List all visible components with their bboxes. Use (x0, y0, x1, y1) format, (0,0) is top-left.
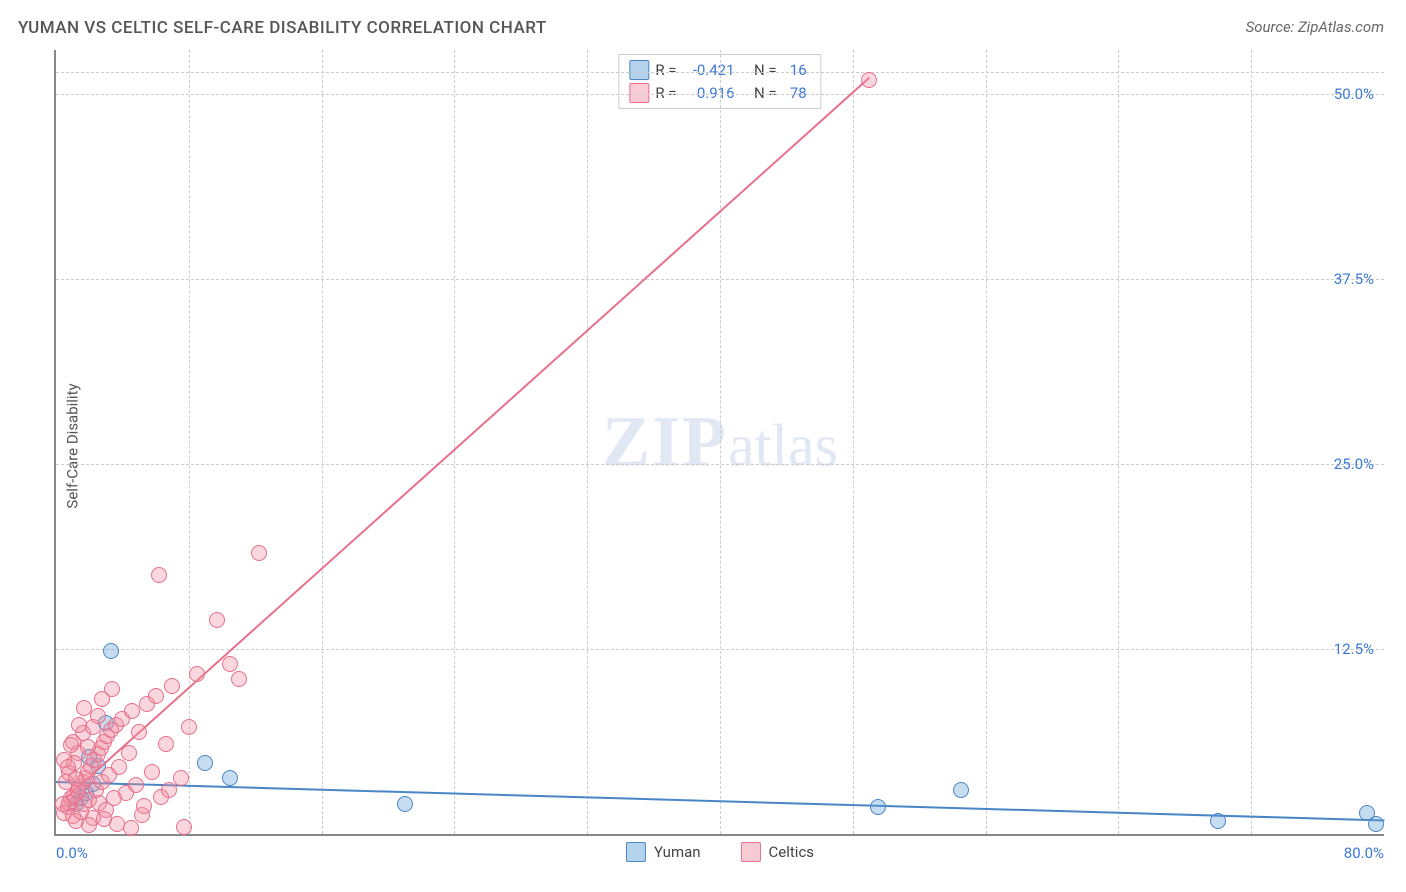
data-point-celtics (251, 545, 267, 561)
data-point-celtics (55, 796, 71, 812)
data-point-celtics (151, 567, 167, 583)
y-tick-label: 50.0% (1334, 85, 1374, 103)
x-tick-min: 0.0% (56, 844, 88, 862)
data-point-celtics (124, 703, 140, 719)
watermark-bold: ZIP (602, 402, 728, 482)
data-point-celtics (104, 681, 120, 697)
data-point-yuman (953, 782, 969, 798)
data-point-yuman (103, 643, 119, 659)
n-value-celtics: 78 (783, 82, 807, 105)
trendline-celtics (65, 77, 870, 799)
data-point-yuman (197, 755, 213, 771)
gridline-v (322, 50, 323, 834)
data-point-yuman (1210, 813, 1226, 829)
series-legend: Yuman Celtics (626, 842, 814, 862)
data-point-celtics (76, 700, 92, 716)
gridline-v (853, 50, 854, 834)
data-point-celtics (144, 764, 160, 780)
data-point-celtics (209, 612, 225, 628)
data-point-yuman (1368, 816, 1384, 832)
legend-label-celtics: Celtics (769, 843, 815, 861)
n-value-yuman: 16 (783, 59, 807, 82)
data-point-celtics (111, 759, 127, 775)
gridline-v (720, 50, 721, 834)
gridline-v (454, 50, 455, 834)
swatch-yuman (629, 60, 649, 80)
r-value-yuman: -0.421 (683, 59, 735, 82)
n-label: N = (754, 82, 777, 105)
r-label: R = (655, 82, 676, 105)
legend-row-yuman: R = -0.421 N = 16 (629, 59, 806, 82)
data-point-celtics (222, 656, 238, 672)
legend-item-yuman: Yuman (626, 842, 701, 862)
data-point-celtics (148, 688, 164, 704)
data-point-celtics (161, 782, 177, 798)
data-point-celtics (176, 819, 192, 835)
data-point-celtics (80, 739, 96, 755)
n-label: N = (754, 59, 777, 82)
data-point-celtics (164, 678, 180, 694)
data-point-celtics (131, 724, 147, 740)
data-point-celtics (136, 798, 152, 814)
data-point-yuman (870, 799, 886, 815)
data-point-yuman (397, 796, 413, 812)
data-point-celtics (128, 777, 144, 793)
source-label: Source: ZipAtlas.com (1246, 18, 1384, 36)
swatch-yuman-bottom (626, 842, 646, 862)
data-point-celtics (121, 745, 137, 761)
data-point-celtics (861, 72, 877, 88)
data-point-celtics (231, 671, 247, 687)
data-point-celtics (81, 817, 97, 833)
r-value-celtics: 0.916 (683, 82, 735, 105)
watermark-light: atlas (728, 413, 838, 479)
y-tick-label: 25.0% (1334, 455, 1374, 473)
data-point-celtics (96, 811, 112, 827)
x-tick-max: 80.0% (1344, 844, 1384, 862)
plot-area: ZIPatlas R = -0.421 N = 16 R = 0.916 N =… (54, 50, 1384, 836)
gridline-v (1251, 50, 1252, 834)
legend-item-celtics: Celtics (741, 842, 815, 862)
chart-container: YUMAN VS CELTIC SELF-CARE DISABILITY COR… (0, 0, 1406, 892)
gridline-v (1118, 50, 1119, 834)
data-point-celtics (60, 759, 76, 775)
gridline-v (587, 50, 588, 834)
data-point-celtics (63, 737, 79, 753)
swatch-celtics-bottom (741, 842, 761, 862)
data-point-celtics (181, 719, 197, 735)
legend-row-celtics: R = 0.916 N = 78 (629, 82, 806, 105)
gridline-v (189, 50, 190, 834)
data-point-celtics (189, 666, 205, 682)
legend-label-yuman: Yuman (654, 843, 701, 861)
data-point-celtics (71, 717, 87, 733)
gridline-v (986, 50, 987, 834)
y-tick-label: 12.5% (1334, 640, 1374, 658)
data-point-celtics (158, 736, 174, 752)
data-point-yuman (222, 770, 238, 786)
y-tick-label: 37.5% (1334, 270, 1374, 288)
swatch-celtics (629, 83, 649, 103)
chart-title: YUMAN VS CELTIC SELF-CARE DISABILITY COR… (18, 18, 547, 38)
r-label: R = (655, 59, 676, 82)
